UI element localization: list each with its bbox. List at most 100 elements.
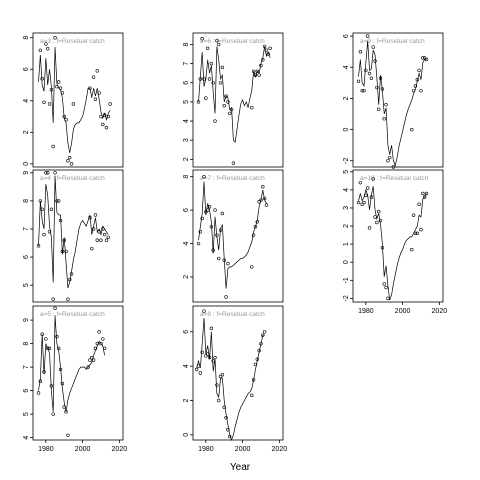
observed-point [261,185,265,189]
observed-point [51,144,55,149]
panel-label: a=4 : f=Residual catch [40,175,105,182]
observed-point [64,410,68,414]
observed-point [422,56,427,60]
observed-point [69,162,74,166]
observed-point [378,218,383,223]
observed-point [215,383,219,387]
observed-point [356,200,361,205]
observed-point [220,373,225,377]
observed-point [198,230,203,234]
y-tick-label: 0 [183,433,190,437]
observed-point [99,114,103,119]
observed-point [62,114,66,119]
observed-point [55,334,59,339]
observed-point [51,297,55,301]
panel-label: a=10 : f=Residual catch [360,175,429,182]
observed-point [44,42,48,46]
panel-label: a=5 : f=Residual catch [40,311,105,318]
observed-point [106,235,111,240]
observed-point [421,191,425,196]
observed-point [88,216,92,220]
observed-point [259,342,263,346]
observed-point [211,81,215,85]
observed-point [101,122,105,127]
observed-point [205,352,210,356]
observed-point [229,107,234,112]
observed-point [268,46,272,51]
y-tick-label: 0 [343,128,350,132]
observed-point [66,433,70,437]
observed-point [204,96,208,100]
y-tick-label: 5 [343,170,350,174]
observed-point [373,59,377,63]
y-tick-label: 0 [343,260,350,264]
x-tick-label: 2020 [112,446,128,453]
observed-point [205,46,210,51]
observed-point [362,88,366,93]
observed-point [220,211,225,216]
fitted-line [38,175,109,289]
observed-point [49,88,54,92]
observed-point [88,358,92,362]
observed-point [356,79,361,84]
observed-point [202,77,206,81]
observed-point [99,341,103,346]
observed-point [202,174,206,179]
observed-point [378,76,383,80]
observed-point [47,346,52,351]
observed-point [369,195,374,199]
observed-point [49,384,54,388]
y-tick-label: 2 [343,96,350,100]
observed-point [53,36,57,40]
observed-point [108,102,112,106]
observed-point [415,231,419,235]
observed-point [207,205,212,209]
observed-point [410,127,414,132]
observed-point [413,231,418,235]
observed-point [262,330,267,334]
observed-point [253,362,258,367]
y-tick-label: 8 [183,42,190,46]
observed-point [95,69,99,73]
observed-point [222,258,226,262]
observed-point [101,337,105,341]
y-tick-label: 4 [183,364,190,368]
observed-point [95,238,99,242]
observed-point [380,246,385,250]
observed-point [231,161,236,165]
y-tick-label: 1 [343,242,350,246]
panel: 2 3 4 5 6 7 8 a=6 : f=Residual catch [183,32,284,168]
observed-point [45,171,50,175]
y-tick-label: 2 [23,130,30,134]
y-tick-label: 5 [23,412,30,416]
panel: 5 6 7 8 9 a=4 : f=Residual catch [23,169,124,303]
observed-point [209,225,214,229]
observed-point [419,88,423,93]
observed-point [42,232,46,237]
observed-point [224,295,228,299]
observed-point [38,199,43,203]
observed-point [213,208,217,212]
observed-point [388,155,392,160]
panel: -2 -1 0 1 2 3 4 5 1980 2000 2020 a=10 : f=Residual … [343,169,447,315]
y-tick-label: 8 [183,175,190,179]
observed-point [373,215,377,219]
observed-point [364,193,368,198]
fitted-line [38,47,111,153]
observed-point [217,42,221,47]
fitted-line [358,40,427,167]
y-tick-label: 7 [23,227,30,231]
observed-point [53,306,57,311]
observed-point [364,68,368,73]
observed-point [382,282,386,286]
observed-point [422,195,427,199]
panel: -2 0 2 4 6 a=9 : f=Residual catch [343,32,444,169]
observed-point [40,77,44,81]
observed-point [218,228,223,232]
y-tick-label: 2 [183,398,190,402]
y-tick-label: 2 [183,157,190,161]
y-tick-label: 9 [23,318,30,322]
y-tick-label: 8 [23,36,30,40]
observed-point [259,63,263,68]
